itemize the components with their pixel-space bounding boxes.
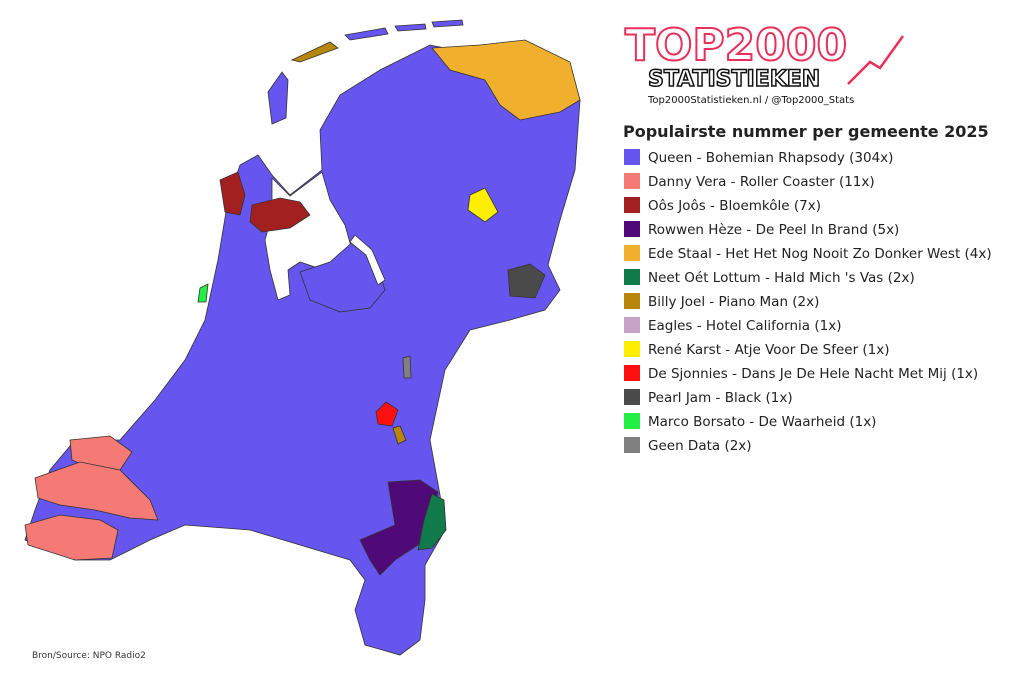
region <box>392 425 407 445</box>
island <box>267 71 289 125</box>
logo-credit: Top2000Statistieken.nl / @Top2000_Stats <box>647 95 854 106</box>
map <box>24 19 581 656</box>
region-zeeland <box>24 514 119 561</box>
legend-swatch <box>624 317 640 333</box>
region <box>402 355 412 379</box>
legend-label: Billy Joel - Piano Man (2x) <box>648 294 819 310</box>
region <box>375 401 399 427</box>
legend-label: Ede Staal - Het Het Nog Nooit Zo Donker … <box>648 246 992 262</box>
region <box>467 187 499 223</box>
legend-swatch <box>624 245 640 261</box>
island <box>394 23 427 32</box>
legend-label: Geen Data (2x) <box>648 438 752 454</box>
region-zeeland <box>34 461 159 521</box>
legend-swatch <box>624 389 640 405</box>
island <box>344 27 389 41</box>
legend-label: Oôs Joôs - Bloemkôle (7x) <box>648 198 821 214</box>
legend-swatch <box>624 269 640 285</box>
legend-swatch <box>624 197 640 213</box>
region-main <box>24 41 581 656</box>
source: Bron/Source: NPO Radio2 <box>32 651 146 661</box>
legend: Queen - Bohemian Rhapsody (304x) Danny Ve… <box>624 149 992 454</box>
legend-swatch <box>624 365 640 381</box>
region <box>219 171 246 216</box>
legend-label: Pearl Jam - Black (1x) <box>648 390 793 406</box>
logo: TOP2000 STATISTIEKEN Top2000Statistieken… <box>624 19 905 106</box>
logo-arrow <box>847 35 905 85</box>
legend-swatch <box>624 293 640 309</box>
legend-label: Danny Vera - Roller Coaster (11x) <box>648 174 875 190</box>
water <box>349 234 386 286</box>
legend-label: De Sjonnies - Dans Je De Hele Nacht Met … <box>648 366 978 382</box>
legend-swatch <box>624 341 640 357</box>
region <box>359 479 439 576</box>
legend-swatch <box>624 221 640 237</box>
region-flevoland <box>299 239 386 313</box>
legend-swatch <box>624 437 640 453</box>
region <box>507 263 546 299</box>
legend-label: Queen - Bohemian Rhapsody (304x) <box>648 150 893 166</box>
legend-label: Eagles - Hotel California (1x) <box>648 318 841 334</box>
legend-swatch <box>624 149 640 165</box>
legend-swatch <box>624 173 640 189</box>
region <box>197 283 209 303</box>
region <box>417 493 447 551</box>
legend-label: René Karst - Atje Voor De Sfeer (1x) <box>648 342 890 358</box>
island <box>431 19 464 28</box>
legend-label: Marco Borsato - De Waarheid (1x) <box>648 414 876 430</box>
island <box>290 41 339 63</box>
logo-subtitle: STATISTIEKEN <box>648 67 820 92</box>
legend-swatch <box>624 413 640 429</box>
region <box>249 197 311 233</box>
legend-title: Populairste nummer per gemeente 2025 <box>623 122 989 141</box>
legend-label: Neet Oét Lottum - Hald Mich 's Vas (2x) <box>648 270 915 286</box>
logo-title: TOP2000 <box>625 20 847 71</box>
legend-label: Rowwen Hèze - De Peel In Brand (5x) <box>648 222 899 238</box>
region-groningen <box>431 39 581 121</box>
